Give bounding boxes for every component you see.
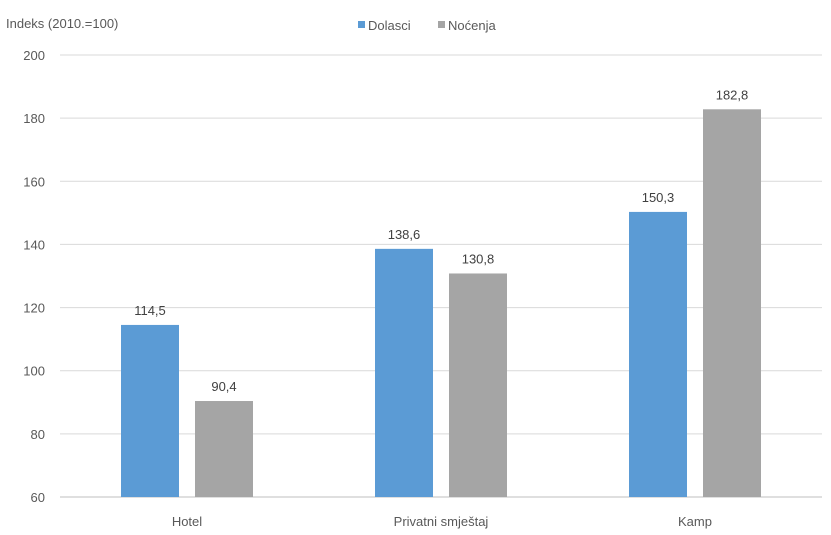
bar-dolasci xyxy=(121,324,179,497)
y-tick-label: 140 xyxy=(23,237,45,252)
y-tick-label: 100 xyxy=(23,364,45,379)
y-tick-label: 200 xyxy=(23,48,45,63)
legend: Dolasci Noćenja xyxy=(358,18,496,33)
data-label: 130,8 xyxy=(462,251,495,266)
legend-label-nocenja: Noćenja xyxy=(448,18,496,33)
y-axis-title: Indeks (2010.=100) xyxy=(6,16,118,31)
y-tick-label: 160 xyxy=(23,174,45,189)
data-label: 150,3 xyxy=(642,190,675,205)
legend-label-dolasci: Dolasci xyxy=(368,18,411,33)
data-label: 90,4 xyxy=(211,379,236,394)
x-category-label: Kamp xyxy=(678,514,712,529)
data-label: 114,5 xyxy=(134,303,166,318)
bar-nocenja xyxy=(449,273,507,497)
data-label: 138,6 xyxy=(388,227,421,242)
x-category-label: Hotel xyxy=(172,514,202,529)
legend-swatch-nocenja xyxy=(438,21,445,28)
bar-dolasci xyxy=(375,248,433,497)
x-category-label: Privatni smještaj xyxy=(394,514,489,529)
legend-swatch-dolasci xyxy=(358,21,365,28)
y-tick-label: 60 xyxy=(31,490,45,505)
bar-dolasci xyxy=(629,211,687,497)
bar-nocenja xyxy=(195,401,253,497)
data-label: 182,8 xyxy=(716,87,749,102)
y-tick-label: 80 xyxy=(31,427,45,442)
y-tick-label: 180 xyxy=(23,111,45,126)
y-tick-label: 120 xyxy=(23,301,45,316)
bar-nocenja xyxy=(703,109,761,497)
